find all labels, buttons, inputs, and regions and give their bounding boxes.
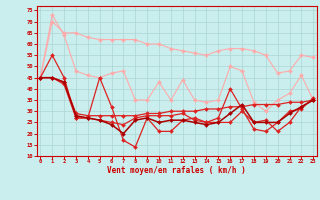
X-axis label: Vent moyen/en rafales ( km/h ): Vent moyen/en rafales ( km/h ) bbox=[108, 166, 246, 175]
